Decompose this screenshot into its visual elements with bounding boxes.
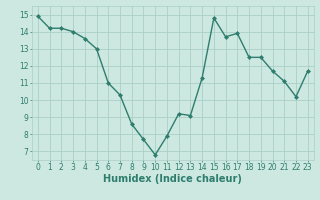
- X-axis label: Humidex (Indice chaleur): Humidex (Indice chaleur): [103, 174, 242, 184]
